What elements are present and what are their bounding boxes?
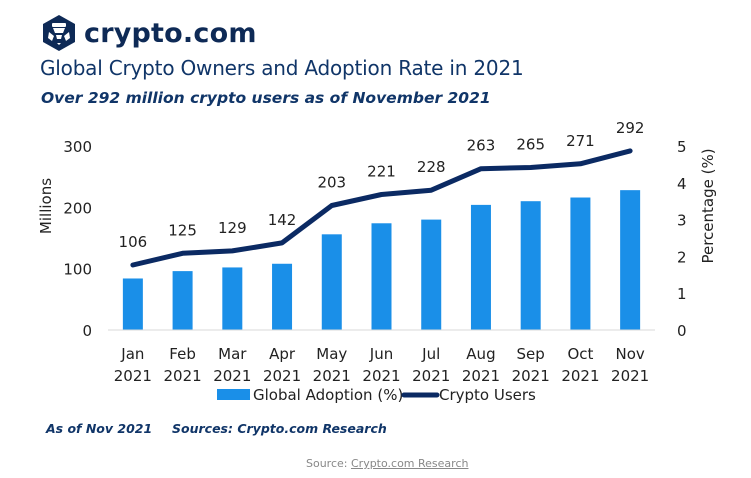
y-axis-left-label: Millions [37, 178, 55, 234]
source-link[interactable]: Crypto.com Research [350, 457, 469, 470]
data-label-users-oct: 271 [566, 132, 595, 150]
x-tick-year: 2021 [213, 367, 251, 385]
bar-adoption-jul [421, 219, 442, 330]
x-axis-ticks: Jan 2021 Feb 2021 Mar 2021 Apr 2021 May 2021 Jun 20… [114, 345, 649, 385]
y-left-tick-label: 300 [63, 138, 92, 156]
sources-note: Sources: Crypto.com Research [172, 421, 387, 436]
y-left-tick-label: 100 [63, 261, 92, 279]
y-right-tick-label: 1 [677, 285, 687, 303]
data-label-users-jun: 221 [367, 162, 396, 180]
bar-adoption-nov [620, 190, 641, 330]
crypto-users-line [130, 148, 633, 268]
x-tick-year: 2021 [462, 367, 500, 385]
x-tick-month: Jul [421, 345, 440, 363]
x-tick-month: Jan [120, 345, 144, 363]
brand-name: crypto.com [84, 17, 257, 49]
x-tick-month: Apr [269, 345, 296, 363]
y-right-tick-label: 4 [677, 175, 687, 193]
x-tick-month: Feb [169, 345, 196, 363]
x-tick-year: 2021 [561, 367, 599, 385]
x-tick-year: 2021 [114, 367, 152, 385]
legend-label-users: Crypto Users [439, 386, 536, 404]
as-of-note: As of Nov 2021 [46, 421, 153, 436]
y-left-tick-label: 200 [63, 199, 92, 217]
y-right-tick-label: 3 [677, 212, 687, 230]
x-tick-year: 2021 [163, 367, 201, 385]
bar-adoption-jan [122, 278, 143, 330]
bar-adoption-feb [172, 271, 193, 330]
data-label-users-nov: 292 [616, 119, 645, 137]
legend-swatch-adoption [217, 389, 250, 400]
bar-adoption-apr [272, 263, 293, 330]
bar-series [122, 190, 641, 330]
chart-title: Global Crypto Owners and Adoption Rate i… [40, 56, 524, 80]
data-label-users-apr: 142 [268, 211, 297, 229]
x-tick-year: 2021 [263, 367, 301, 385]
y-right-tick-label: 0 [677, 322, 687, 340]
bar-adoption-aug [470, 204, 491, 330]
data-label-users-jul: 228 [417, 158, 446, 176]
x-tick-month: Nov [615, 345, 644, 363]
data-label-users-feb: 125 [168, 221, 197, 239]
data-label-users-sep: 265 [516, 135, 545, 153]
bar-adoption-oct [570, 197, 591, 330]
x-tick-year: 2021 [412, 367, 450, 385]
source-prefix: Source: [306, 457, 351, 470]
bar-adoption-sep [520, 201, 541, 330]
bar-adoption-mar [222, 267, 243, 330]
y-axis-left: 0 100 200 300 [63, 138, 92, 340]
x-tick-year: 2021 [611, 367, 649, 385]
x-tick-month: Aug [466, 345, 495, 363]
x-tick-year: 2021 [313, 367, 351, 385]
x-tick-month: Mar [218, 345, 247, 363]
x-tick-year: 2021 [512, 367, 550, 385]
source-credit: Source: Crypto.com Research [306, 457, 468, 470]
y-left-tick-label: 0 [82, 322, 92, 340]
y-right-tick-label: 2 [677, 248, 687, 266]
x-tick-year: 2021 [362, 367, 400, 385]
bar-adoption-jun [371, 223, 392, 330]
x-tick-month: May [316, 345, 347, 363]
crypto-com-lion-hexagon-icon [43, 15, 75, 51]
y-axis-right-label: Percentage (%) [699, 148, 717, 263]
y-right-tick-label: 5 [677, 138, 687, 156]
x-tick-month: Sep [517, 345, 545, 363]
data-label-users-aug: 263 [467, 137, 496, 155]
brand-logo: crypto.com [42, 14, 257, 52]
legend-label-adoption: Global Adoption (%) [253, 386, 403, 404]
bar-adoption-may [321, 234, 342, 330]
data-label-users-may: 203 [317, 173, 346, 191]
x-tick-month: Jun [369, 345, 393, 363]
legend: Global Adoption (%) Crypto Users [217, 386, 536, 404]
data-label-users-jan: 106 [119, 233, 148, 251]
data-labels: 106 125 129 142 203 221 228 263 265 271 292 [119, 119, 645, 251]
chart-subtitle: Over 292 million crypto users as of Nove… [41, 89, 491, 107]
x-tick-month: Oct [567, 345, 593, 363]
y-axis-right: 0 1 2 3 4 5 [677, 138, 687, 340]
data-label-users-mar: 129 [218, 219, 247, 237]
